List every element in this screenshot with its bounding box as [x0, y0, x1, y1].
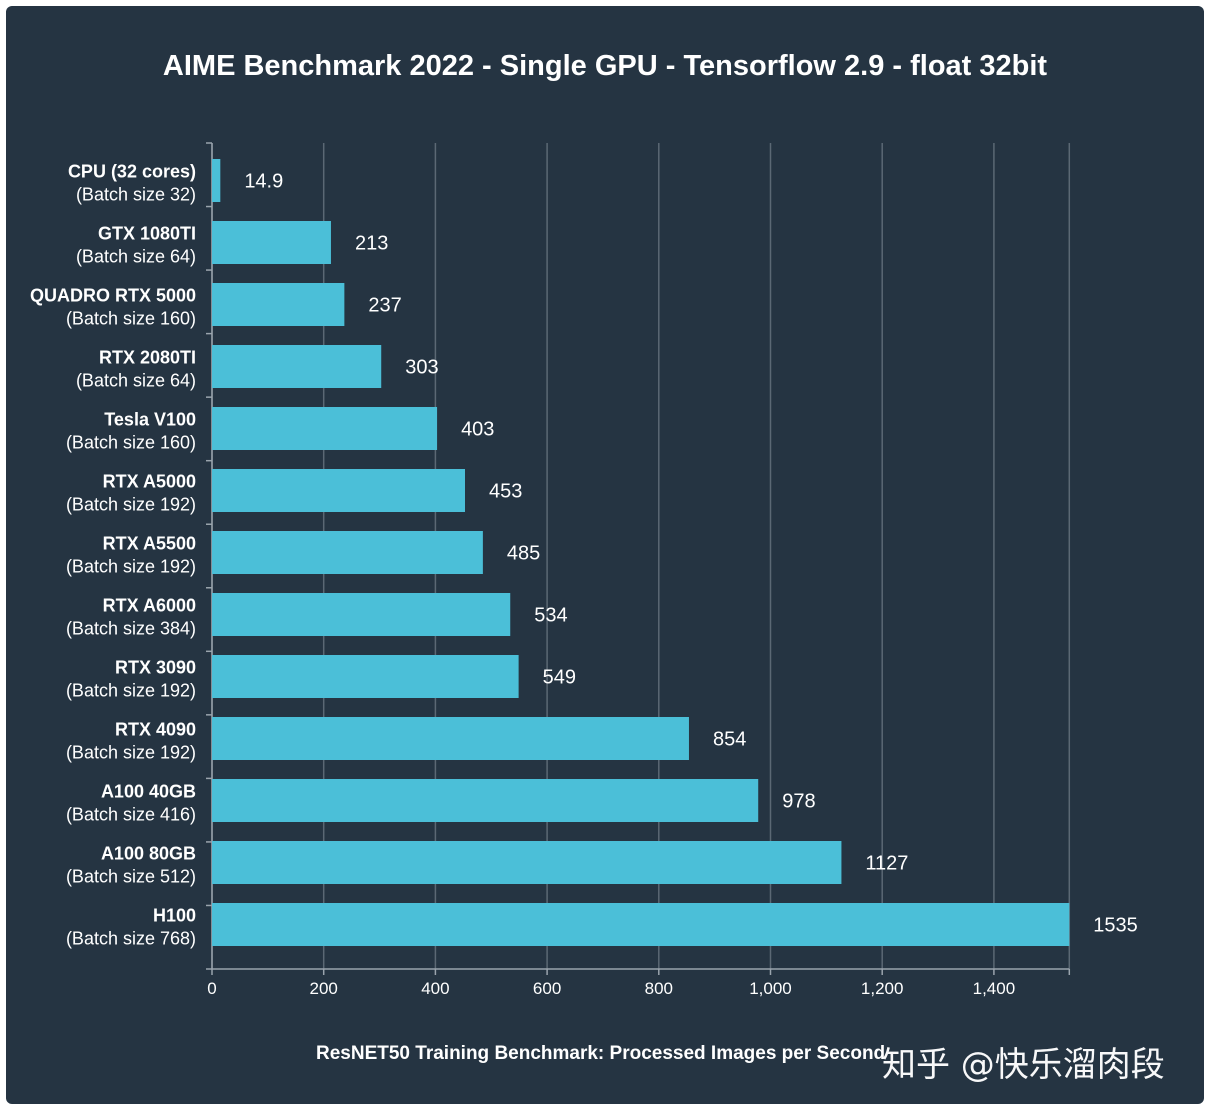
- data-label: 403: [461, 419, 494, 441]
- bar-chart: 0 200 400 600 800 1,000 1,200 1,400 14.9 CPU (32 …: [30, 142, 1138, 998]
- chart-panel: AIME Benchmark 2022 - Single GPU - Tenso…: [6, 6, 1204, 1104]
- bar: [212, 159, 221, 202]
- x-tick-label: 1,000: [749, 979, 792, 998]
- data-label: 534: [534, 605, 567, 627]
- category-sublabel: (Batch size 192): [66, 743, 196, 763]
- x-tick-label: 1,400: [973, 979, 1016, 998]
- data-label: 237: [368, 295, 401, 317]
- category-sublabel: (Batch size 768): [66, 929, 196, 949]
- category-label: RTX A5000: [103, 472, 196, 492]
- x-tick-label: 800: [645, 979, 673, 998]
- x-tick-label: 600: [533, 979, 561, 998]
- category-label: RTX A5500: [103, 534, 196, 554]
- category-sublabel: (Batch size 384): [66, 619, 196, 639]
- bar: [212, 593, 511, 636]
- x-tick-label: 400: [421, 979, 449, 998]
- data-label: 453: [489, 481, 522, 503]
- data-label: 213: [355, 233, 388, 255]
- x-tick-label: 1,200: [861, 979, 904, 998]
- category-label: RTX 2080TI: [99, 348, 196, 368]
- bar: [212, 283, 345, 326]
- category-sublabel: (Batch size 64): [76, 247, 196, 267]
- bar: [212, 655, 519, 698]
- data-label: 1535: [1093, 915, 1138, 937]
- x-tick-label: 0: [207, 979, 216, 998]
- category-label: RTX 3090: [115, 658, 196, 678]
- category-sublabel: (Batch size 192): [66, 681, 196, 701]
- category-label: A100 80GB: [101, 844, 196, 864]
- category-sublabel: (Batch size 192): [66, 495, 196, 515]
- bar: [212, 407, 438, 450]
- bar: [212, 903, 1070, 946]
- bar: [212, 469, 466, 512]
- category-sublabel: (Batch size 416): [66, 805, 196, 825]
- bar: [212, 779, 759, 822]
- category-label: RTX 4090: [115, 720, 196, 740]
- category-sublabel: (Batch size 64): [76, 371, 196, 391]
- bar: [212, 221, 331, 264]
- category-label: GTX 1080TI: [98, 224, 196, 244]
- category-label: A100 40GB: [101, 782, 196, 802]
- data-label: 303: [405, 357, 438, 379]
- category-label: RTX A6000: [103, 596, 196, 616]
- data-label: 978: [782, 791, 815, 813]
- category-sublabel: (Batch size 32): [76, 185, 196, 205]
- category-label: Tesla V100: [104, 410, 196, 430]
- data-label: 549: [543, 667, 576, 689]
- bar: [212, 345, 382, 388]
- bar: [212, 531, 483, 574]
- category-label: H100: [153, 906, 196, 926]
- x-axis-label: ResNET50 Training Benchmark: Processed I…: [316, 1043, 886, 1064]
- chart-title: AIME Benchmark 2022 - Single GPU - Tenso…: [162, 50, 1048, 82]
- x-tick-label: 200: [310, 979, 338, 998]
- watermark: 知乎 @快乐溜肉段: [882, 1045, 1165, 1085]
- category-sublabel: (Batch size 160): [66, 433, 196, 453]
- bar: [212, 841, 842, 884]
- data-label: 485: [507, 543, 540, 565]
- data-label: 14.9: [244, 171, 283, 193]
- bar: [212, 717, 689, 760]
- category-label: CPU (32 cores): [68, 162, 196, 182]
- category-sublabel: (Batch size 192): [66, 557, 196, 577]
- data-label: 1127: [865, 853, 908, 875]
- category-label: QUADRO RTX 5000: [30, 286, 196, 306]
- category-sublabel: (Batch size 160): [66, 309, 196, 329]
- data-label: 854: [713, 729, 746, 751]
- category-sublabel: (Batch size 512): [66, 867, 196, 887]
